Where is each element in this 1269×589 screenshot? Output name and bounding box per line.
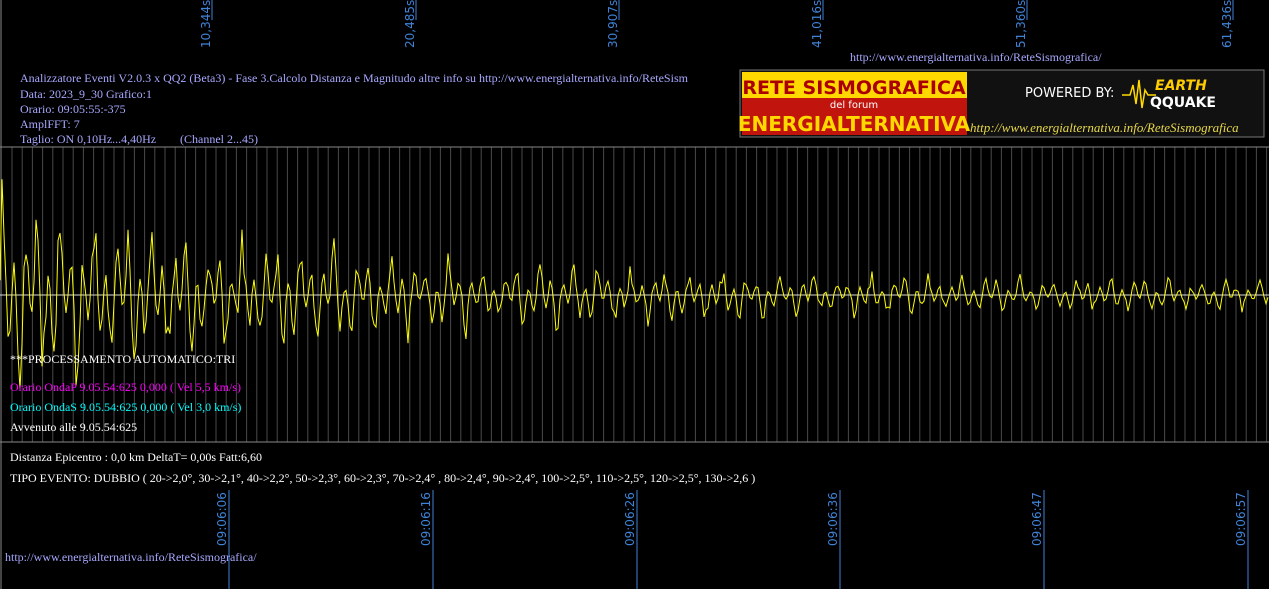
bottom-tick-label: 09:06:16 bbox=[419, 492, 433, 546]
onda-p: Orario OndaP 9.05.54:625 0,000 ( Vel 5,5… bbox=[10, 380, 241, 394]
top-tick-label: 61,436s bbox=[1220, 0, 1234, 48]
top-ticks: 10,344s 20,485s 30,907s 41,016s 51,360s 61,43… bbox=[199, 0, 1234, 48]
banner-yellow bbox=[742, 72, 967, 98]
top-tick-label: 41,016s bbox=[810, 0, 824, 48]
bottom-tick-label: 09:06:26 bbox=[623, 492, 637, 546]
banner-forum: ENERGIALTERNATIVA bbox=[738, 112, 971, 136]
tipo-evento: TIPO EVENTO: DUBBIO ( 20->2,0°, 30->2,1°… bbox=[10, 471, 755, 485]
banner-powered: POWERED BY: bbox=[1025, 86, 1114, 101]
banner-sub: del forum bbox=[830, 100, 878, 111]
top-tick-label: 30,907s bbox=[606, 0, 620, 48]
info-orario: Orario: 09:05:55:-375 bbox=[20, 102, 126, 116]
link[interactable]: http://www.energialternativa.info/ReteSi… bbox=[5, 550, 257, 564]
avvenuto: Avvenuto alle 9.05.54:625 bbox=[10, 420, 137, 434]
banner-url[interactable]: http://www.energialternativa.info/ReteSi… bbox=[970, 120, 1239, 135]
info-channel: (Channel 2...45) bbox=[180, 132, 258, 146]
bottom-tick-label: 09:06:57 bbox=[1234, 492, 1248, 546]
bottom-tick-label: 09:06:47 bbox=[1030, 492, 1044, 546]
info-data: Data: 2023_9_30 Grafico:1 bbox=[20, 87, 152, 101]
processing-header: ***PROCESSAMENTO AUTOMATICO:TRI bbox=[10, 352, 235, 366]
distanza: Distanza Epicentro : 0,0 km DeltaT= 0,00… bbox=[10, 450, 262, 464]
info-taglio: Taglio: ON 0,10Hz...4,40Hz bbox=[20, 132, 156, 146]
banner-icon bbox=[1122, 79, 1156, 109]
top-tick-label: 51,360s bbox=[1014, 0, 1028, 48]
bottom-tick-label: 09:06:06 bbox=[215, 492, 229, 546]
info-ampl: AmplFFT: 7 bbox=[20, 117, 80, 131]
link[interactable]: http://www.energialternativa.info/ReteSi… bbox=[850, 50, 1102, 64]
top-tick-label: 20,485s bbox=[403, 0, 417, 48]
banner: RETE SISMOGRAFICA del forum ENERGIALTERN… bbox=[738, 69, 1265, 138]
onda-s: Orario OndaS 9.05.54:625 0,000 ( Vel 3,0… bbox=[10, 400, 241, 414]
info-title: Analizzatore Eventi V2.0.3 x QQ2 (Beta3)… bbox=[20, 71, 689, 85]
banner-quake: QQUAKE bbox=[1150, 95, 1216, 111]
waveform bbox=[0, 179, 1269, 390]
banner-title: RETE SISMOGRAFICA bbox=[742, 77, 966, 99]
bottom-tick-label: 09:06:36 bbox=[826, 492, 840, 546]
banner-earth: EARTH bbox=[1155, 78, 1207, 94]
bottom-ticks: 09:06:06 09:06:16 09:06:26 09:06:36 09:06:47… bbox=[215, 490, 1249, 589]
top-tick-label: 10,344s bbox=[199, 0, 213, 48]
